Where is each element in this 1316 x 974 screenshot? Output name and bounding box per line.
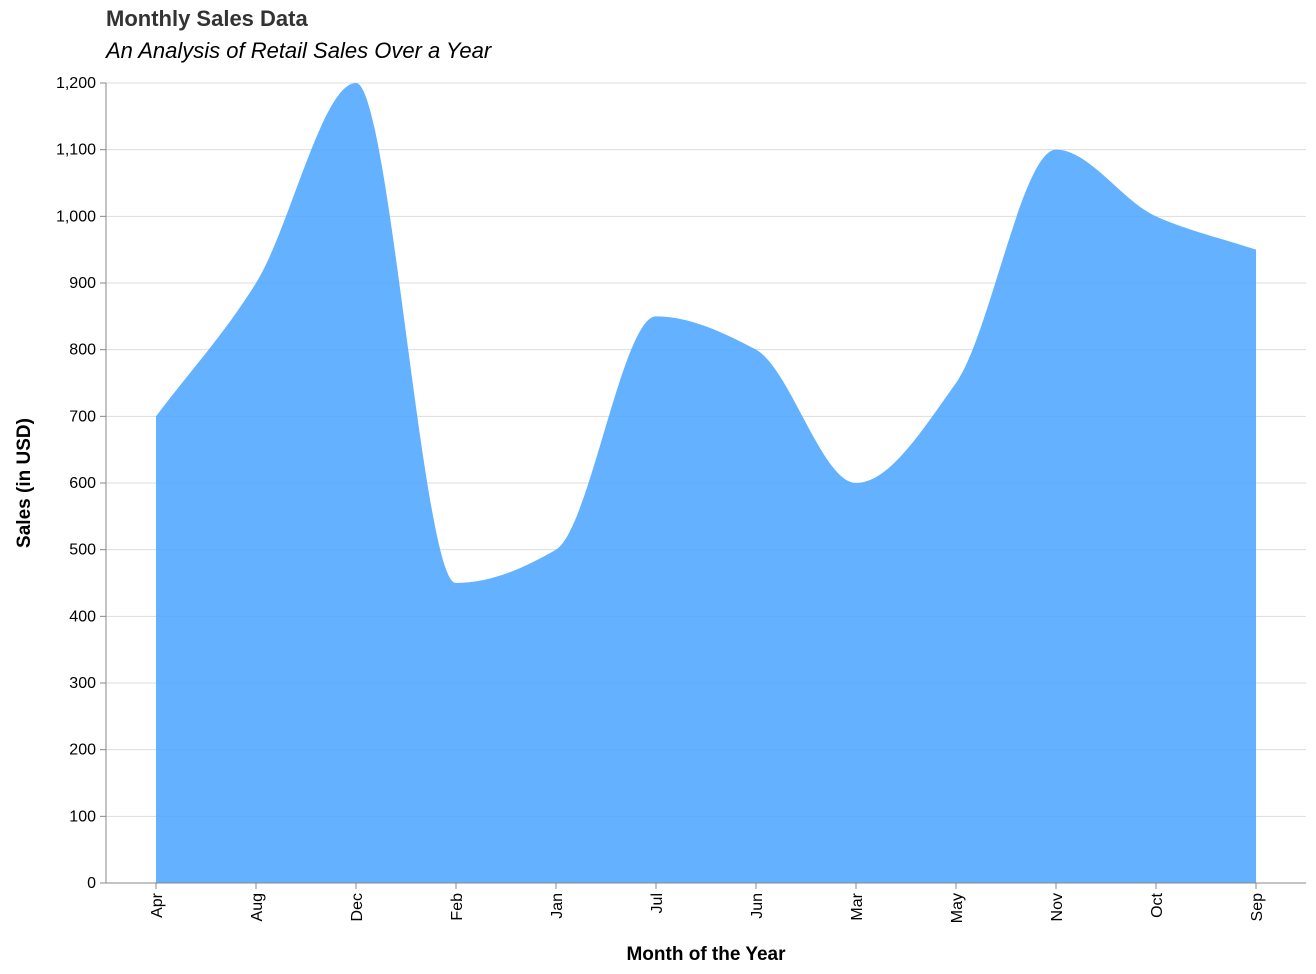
x-tick-label: Sep <box>1249 893 1266 922</box>
x-tick-label: May <box>949 893 966 923</box>
y-tick-label: 600 <box>69 475 96 492</box>
axes: 0 100 200 300 400 500 600 700 800 900 1,000 1,100 1,… <box>56 75 1306 923</box>
y-tick-label: 100 <box>69 808 96 825</box>
y-tick-label: 800 <box>69 342 96 359</box>
x-tick-label: Mar <box>849 892 866 920</box>
x-tick-label: Jul <box>649 893 666 913</box>
y-tick-label: 200 <box>69 742 96 759</box>
sales-area <box>156 83 1256 883</box>
y-tick-label: 900 <box>69 275 96 292</box>
x-axis-title: Month of the Year <box>626 944 786 965</box>
y-tick-label: 300 <box>69 675 96 692</box>
x-tick-label: Jun <box>749 893 766 919</box>
x-tick-label: Dec <box>349 893 366 921</box>
x-tick-label: Jan <box>549 893 566 919</box>
y-tick-label: 500 <box>69 542 96 559</box>
x-tick-label: Nov <box>1049 893 1066 921</box>
x-tick-label: Oct <box>1149 892 1166 917</box>
y-axis-title: Sales (in USD) <box>14 418 35 548</box>
x-tick-label: Feb <box>449 893 466 921</box>
chart-title: Monthly Sales Data <box>106 6 308 31</box>
y-tick-label: 1,200 <box>56 75 96 92</box>
y-tick-label: 700 <box>69 408 96 425</box>
chart-subtitle: An Analysis of Retail Sales Over a Year <box>106 38 492 63</box>
y-tick-label: 1,000 <box>56 208 96 225</box>
x-tick-label: Apr <box>149 892 166 918</box>
y-tick-label: 0 <box>87 875 96 892</box>
x-tick-label: Aug <box>249 893 266 921</box>
y-tick-label: 400 <box>69 608 96 625</box>
y-tick-label: 1,100 <box>56 142 96 159</box>
